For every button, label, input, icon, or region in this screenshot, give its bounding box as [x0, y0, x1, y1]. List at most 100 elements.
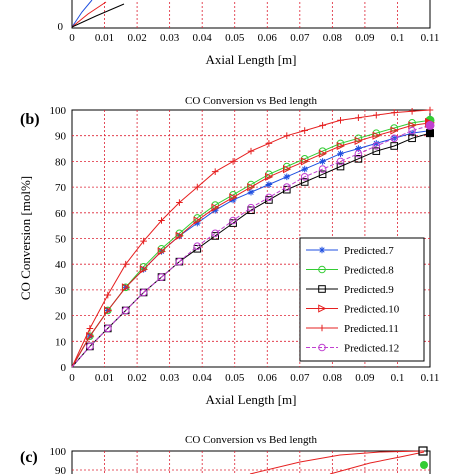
panel-b-y-tick-label: 40 [55, 259, 67, 271]
legend-label: Predicted.8 [344, 265, 394, 277]
data-point [283, 183, 291, 191]
panel-a-x-tick-label: 0.07 [290, 32, 310, 44]
series-predicted-11 [71, 106, 434, 368]
legend-label: Predicted.9 [344, 284, 394, 296]
data-point [265, 196, 273, 204]
data-point [247, 147, 255, 155]
legend-marker [318, 285, 326, 293]
panel-b-y-tick-label: 0 [61, 362, 67, 374]
data-point [104, 291, 112, 299]
panel-b-y-tick-label: 70 [55, 182, 67, 194]
data-point [211, 203, 220, 212]
data-point [372, 142, 381, 150]
data-point [373, 111, 380, 119]
data-point [121, 283, 131, 292]
panel-b-legend: Predicted.7 Predicted.8 Predicted.9 Predict… [299, 237, 425, 362]
legend-label: Predicted.11 [344, 323, 399, 335]
panel-b-title: CO Conversion vs Bed length [185, 95, 317, 107]
panel-c-y-tick-100: 100 [50, 446, 67, 458]
panel-b-y-ticks: 0 10 20 30 40 50 60 70 80 90 100 [50, 105, 67, 374]
panel-b-x-axis-label: Axial Length [m] [206, 392, 297, 407]
panel-a-x-tick-label: 0 [69, 32, 75, 44]
data-point [175, 231, 184, 241]
data-point [426, 106, 434, 114]
legend-item: Predicted.9 [306, 284, 394, 296]
panel-b-x-tick-label: 0.08 [323, 372, 343, 384]
panel-b: (b) CO Conversion vs Bed length 0 10 20 30 4… [18, 95, 439, 407]
series-predicted-12 [71, 121, 434, 368]
panel-c-axes-frame [71, 450, 431, 474]
data-point [390, 134, 399, 143]
data-point [229, 158, 237, 165]
data-point [158, 217, 165, 224]
data-point [265, 172, 274, 181]
data-point [300, 173, 309, 181]
data-point [247, 203, 255, 212]
data-point [318, 170, 327, 179]
data-point [408, 134, 416, 143]
panel-c-curve-red [249, 450, 425, 474]
panel-a-x-tick-label: 0.02 [127, 32, 146, 44]
panel-a-x-tick-label: 0.08 [323, 32, 343, 44]
panel-b-y-tick-label: 50 [55, 234, 67, 246]
panel-a-x-tick-label: 0.06 [258, 32, 278, 44]
panel-a-curves [71, 0, 125, 28]
panel-b-x-tick-label: 0.11 [421, 372, 440, 384]
legend-label: Predicted.12 [344, 343, 399, 355]
data-point [175, 257, 184, 266]
panel-b-y-tick-label: 100 [50, 105, 67, 117]
data-point [318, 165, 327, 173]
panel-b-y-tick-label: 30 [55, 285, 67, 297]
panel-b-y-tick-label: 90 [55, 131, 67, 143]
data-point [300, 157, 310, 166]
panel-c-top: (c) CO Conversion vs Bed length 100 90 [20, 434, 431, 474]
data-point [229, 216, 237, 225]
data-point [408, 107, 416, 115]
legend-item: Predicted.8 [306, 265, 394, 277]
data-point [301, 165, 308, 173]
data-point [86, 325, 94, 332]
data-point [122, 260, 129, 268]
panel-a-bottom: 0 0 0.01 0.02 0.03 0.04 0.05 0.06 0.07 0.08 0.09 0… [58, 0, 439, 67]
panel-a-x-tick-label: 0.04 [193, 32, 213, 44]
data-point [354, 155, 363, 163]
data-point [336, 162, 345, 171]
data-point [247, 182, 256, 192]
panel-b-x-tick-label: 0.02 [127, 372, 146, 384]
data-point [300, 178, 309, 186]
data-point [194, 183, 201, 191]
data-point [319, 158, 326, 165]
data-point [301, 127, 308, 134]
panel-a-x-tick-label: 0.09 [355, 32, 375, 44]
endpoint-marker [425, 120, 435, 130]
data-point [121, 306, 130, 315]
data-point [229, 196, 237, 204]
panel-b-x-ticks: 0 0.01 0.02 0.03 0.04 0.05 0.06 0.07 0.08 0.09 0.1… [69, 372, 439, 384]
panel-a-axes-frame [71, 0, 431, 29]
data-point [354, 136, 363, 145]
legend-marker [318, 265, 326, 274]
data-point [265, 181, 273, 188]
panel-b-x-tick-label: 0.04 [193, 372, 213, 384]
data-point [355, 114, 362, 122]
legend-label: Predicted.7 [344, 245, 394, 257]
panel-b-x-tick-label: 0.05 [225, 372, 245, 384]
data-point [372, 147, 381, 155]
series-line [71, 122, 431, 368]
panel-b-y-tick-label: 10 [55, 336, 67, 348]
panel-b-x-tick-label: 0.09 [355, 372, 375, 384]
data-point [408, 129, 416, 137]
panel-a-y-tick-label: 0 [58, 21, 64, 33]
legend-marker [318, 343, 326, 352]
data-point [194, 219, 201, 227]
panel-b-label: (b) [20, 111, 40, 128]
data-point [354, 149, 363, 158]
panel-a-x-tick-label: 0.03 [160, 32, 180, 44]
data-point [283, 165, 292, 174]
data-point [86, 342, 94, 351]
series-endpoints [425, 115, 435, 138]
panel-c-curves [249, 446, 428, 474]
panel-b-y-tick-label: 60 [55, 208, 67, 220]
panel-b-y-tick-label: 20 [55, 311, 67, 323]
legend-item: Predicted.7 [306, 245, 394, 257]
